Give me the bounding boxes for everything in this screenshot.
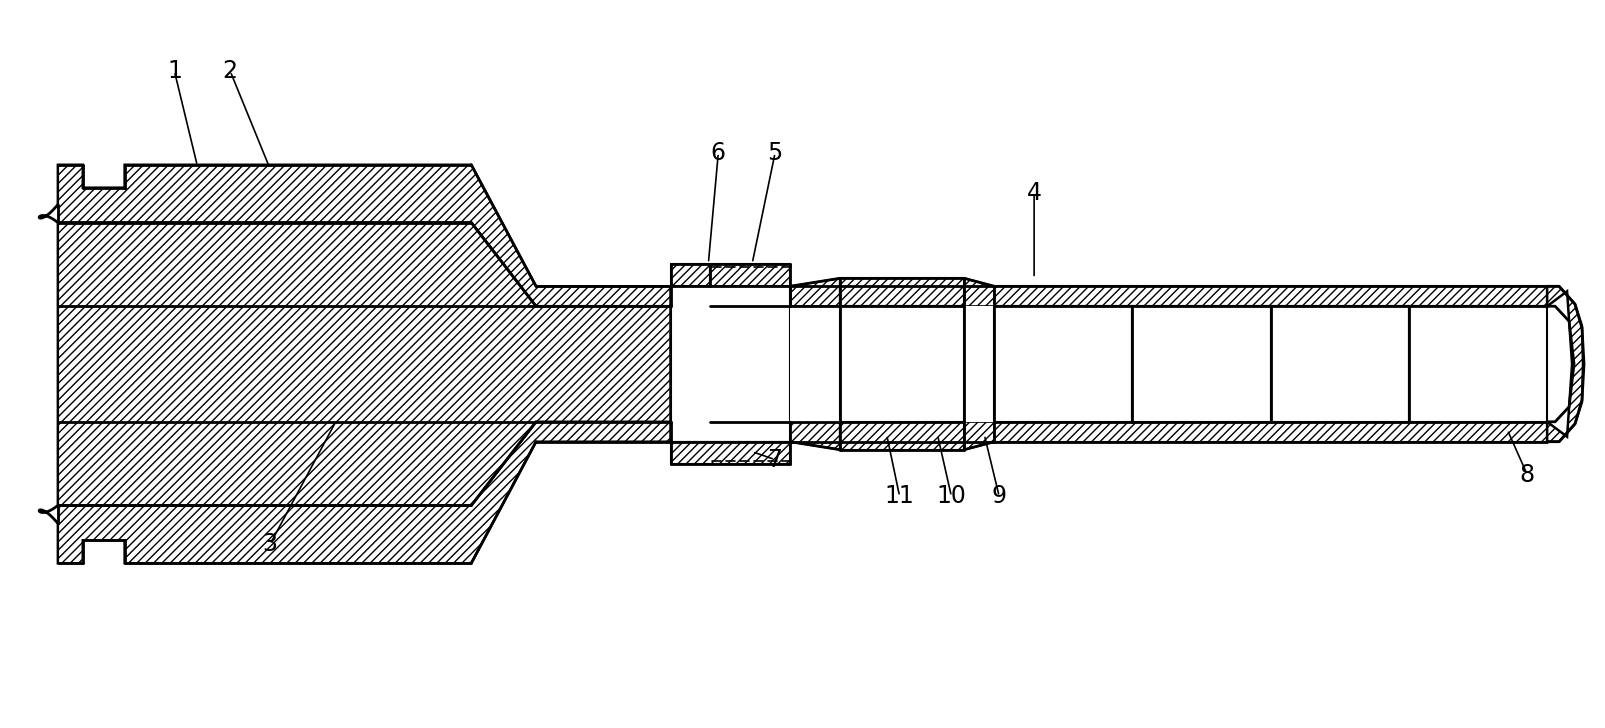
- Polygon shape: [790, 422, 1547, 442]
- Polygon shape: [839, 422, 965, 450]
- Polygon shape: [58, 223, 671, 505]
- Polygon shape: [1547, 286, 1583, 442]
- Text: 7: 7: [767, 448, 783, 472]
- Text: 1: 1: [167, 59, 181, 83]
- Polygon shape: [1133, 306, 1271, 422]
- Text: 6: 6: [711, 141, 725, 165]
- Polygon shape: [671, 264, 711, 286]
- Polygon shape: [58, 422, 671, 563]
- Polygon shape: [993, 306, 1133, 422]
- Polygon shape: [839, 306, 965, 422]
- Text: 11: 11: [884, 485, 915, 508]
- Polygon shape: [37, 491, 58, 523]
- Polygon shape: [711, 264, 790, 286]
- Polygon shape: [1271, 306, 1409, 422]
- Polygon shape: [790, 286, 1547, 306]
- Polygon shape: [839, 278, 965, 306]
- Polygon shape: [790, 422, 839, 450]
- Polygon shape: [671, 286, 790, 442]
- Polygon shape: [790, 278, 839, 306]
- Polygon shape: [965, 422, 993, 450]
- Text: 9: 9: [992, 485, 1006, 508]
- Polygon shape: [790, 306, 839, 422]
- Polygon shape: [965, 306, 993, 422]
- Polygon shape: [1409, 306, 1547, 422]
- Polygon shape: [37, 205, 58, 237]
- Polygon shape: [965, 278, 993, 306]
- Text: 3: 3: [263, 532, 278, 556]
- Polygon shape: [671, 442, 790, 464]
- Text: 5: 5: [767, 141, 783, 165]
- Text: 8: 8: [1520, 462, 1534, 486]
- Polygon shape: [58, 165, 671, 306]
- Text: 10: 10: [936, 485, 966, 508]
- Text: 4: 4: [1027, 181, 1042, 205]
- Text: 2: 2: [223, 59, 238, 83]
- Polygon shape: [790, 306, 1547, 422]
